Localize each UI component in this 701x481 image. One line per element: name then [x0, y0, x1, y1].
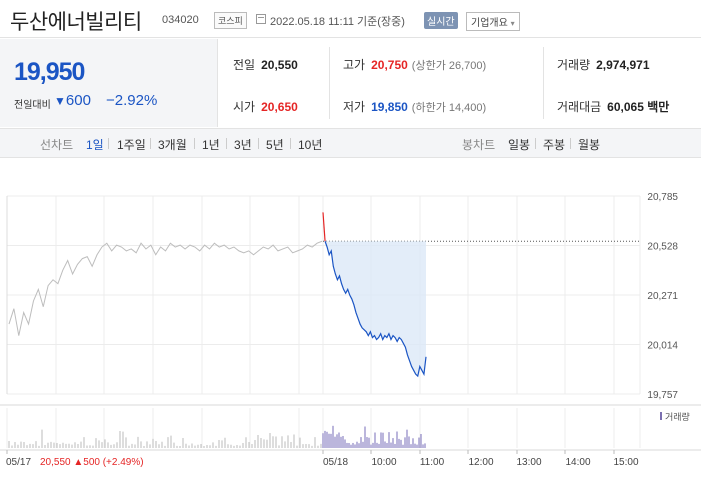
- tab-5y[interactable]: 5년: [266, 138, 284, 152]
- high-value: 20,750: [371, 58, 408, 72]
- today-line-down: [324, 241, 427, 378]
- y-tick-label: 20,785: [647, 192, 678, 203]
- current-price: 19,950: [14, 58, 85, 86]
- low-label: 저가: [343, 100, 366, 114]
- volume: 거래량 2,974,971: [557, 56, 650, 73]
- prev-day-line: [8, 240, 323, 336]
- y-tick-label: 20,014: [647, 341, 678, 352]
- tab-1d[interactable]: 1일: [86, 138, 104, 152]
- change-percent: −2.92%: [106, 92, 158, 109]
- y-tick-label: 19,757: [647, 390, 678, 401]
- prev-day-summary: 20,550 ▲500 (+2.49%): [40, 457, 144, 468]
- candle-chart-heading: 봉차트: [462, 138, 496, 152]
- amount-value: 60,065: [607, 100, 644, 114]
- quote-info: 전일 20,550 고가 20,750 (상한가 26,700) 거래량 2,974,9…: [219, 39, 701, 127]
- price-chart: 20,785 20,528 20,271 20,014 19,757 거래량 05/17 05…: [0, 192, 701, 468]
- upper-limit: (상한가 26,700): [411, 60, 487, 72]
- realtime-button[interactable]: 실시간: [424, 12, 458, 29]
- down-arrow-icon: ▼: [54, 94, 66, 108]
- y-tick-label: 20,528: [647, 242, 678, 253]
- x-tick-label: 05/17: [6, 457, 31, 468]
- low: 저가 19,850 (하한가 14,400): [343, 98, 486, 115]
- x-tick-label: 14:00: [565, 457, 590, 468]
- open: 시가 20,650: [233, 98, 298, 115]
- tab-1y[interactable]: 1년: [202, 138, 220, 152]
- x-tick-label: 11:00: [420, 457, 445, 468]
- line-chart-heading: 선차트: [40, 138, 74, 152]
- stock-code: 034020: [162, 14, 199, 26]
- tab-3y[interactable]: 3년: [234, 138, 252, 152]
- chart-period-tabs: 선차트 1일 1주일 3개월 1년 3년 5년 10년 봉차트 일봉 주봉 월봉: [0, 128, 701, 158]
- x-tick-label: 10:00: [371, 457, 396, 468]
- open-value: 20,650: [261, 100, 298, 114]
- calendar-icon: [256, 14, 266, 24]
- x-tick-label: 15:00: [613, 457, 638, 468]
- change-label: 전일대비: [14, 100, 51, 111]
- tab-1w[interactable]: 1주일: [117, 138, 146, 152]
- x-tick-label: 12:00: [468, 457, 493, 468]
- tab-3m[interactable]: 3개월: [158, 138, 187, 152]
- timestamp: 2022.05.18 11:11 기준(장중): [270, 16, 405, 28]
- header: 두산에너빌리티 034020 코스피 2022.05.18 11:11 기준(장…: [0, 0, 701, 38]
- volume-legend: 거래량: [665, 411, 690, 422]
- price-box: [0, 39, 218, 127]
- high: 고가 20,750 (상한가 26,700): [343, 56, 486, 73]
- amount-label: 거래대금: [557, 100, 602, 114]
- stock-name: 두산에너빌리티: [10, 10, 142, 34]
- tab-monthly[interactable]: 월봉: [578, 138, 601, 152]
- prev-close: 전일 20,550: [233, 56, 298, 73]
- volume-legend-swatch: [660, 412, 662, 420]
- market-badge: 코스피: [214, 12, 247, 29]
- low-value: 19,850: [371, 100, 408, 114]
- today-line-up: [322, 212, 326, 242]
- below-prev-close-area: [323, 241, 426, 377]
- open-label: 시가: [233, 100, 256, 114]
- corp-overview-label: 기업개요: [471, 18, 508, 29]
- x-tick-label: 13:00: [516, 457, 541, 468]
- volume-value: 2,974,971: [596, 58, 650, 72]
- tab-daily[interactable]: 일봉: [508, 138, 531, 152]
- trade-amount: 거래대금 60,065 백만: [557, 98, 669, 115]
- change-value: ▼600: [54, 92, 91, 109]
- x-tick-label: 05/18: [323, 457, 348, 468]
- lower-limit: (하한가 14,400): [411, 102, 487, 114]
- change-amount: 600: [65, 92, 91, 109]
- volume-label: 거래량: [557, 58, 591, 72]
- high-label: 고가: [343, 58, 366, 72]
- amount-unit: 백만: [647, 100, 670, 114]
- chevron-down-icon: ▾: [510, 19, 515, 28]
- prev-close-label: 전일: [233, 58, 256, 72]
- y-tick-label: 20,271: [647, 291, 678, 302]
- corp-overview-dropdown[interactable]: 기업개요 ▾: [466, 12, 520, 31]
- tab-10y[interactable]: 10년: [298, 138, 323, 152]
- prev-close-value: 20,550: [261, 58, 298, 72]
- tab-weekly[interactable]: 주봉: [543, 138, 566, 152]
